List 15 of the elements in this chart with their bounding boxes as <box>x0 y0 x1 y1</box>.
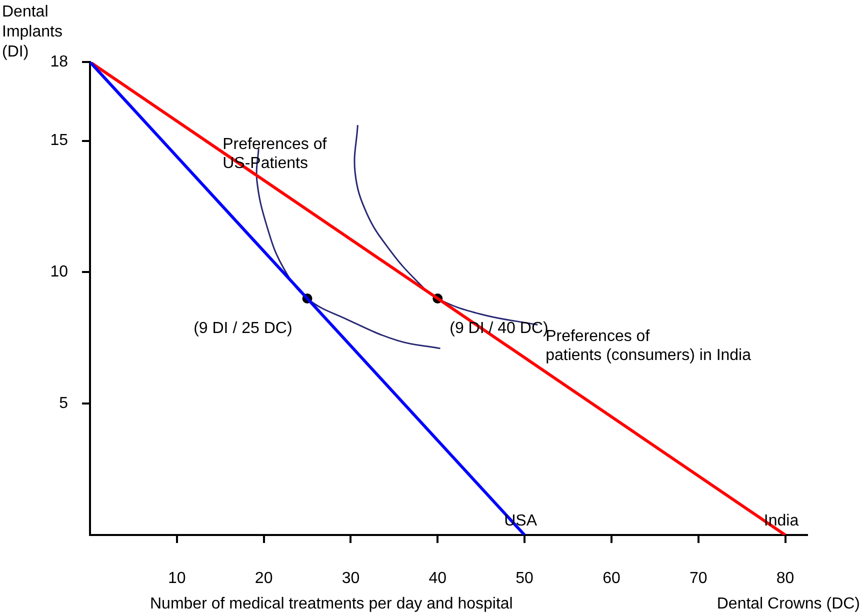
y-tick-label: 10 <box>50 264 68 281</box>
x-tick-label: 30 <box>342 570 360 588</box>
y-tick-label: 5 <box>59 395 68 412</box>
text: Number of medical treatments per day and hospital <box>150 595 513 612</box>
x-tick-label: 60 <box>602 570 620 588</box>
x-tick-label: 20 <box>254 570 273 588</box>
x-tick-label: 50 <box>516 570 534 588</box>
x-tick-label: 70 <box>689 570 708 588</box>
y-tick-label: 15 <box>50 132 68 150</box>
x-tick-label: 80 <box>776 570 794 588</box>
annotation: (9 DI / 25 DC) <box>194 320 292 337</box>
x-tick-label: 40 <box>428 570 447 588</box>
x-tick-label: 10 <box>168 570 186 588</box>
series-label: India <box>764 512 799 530</box>
x-axis-title: Dental Crowns (DC) <box>716 595 860 612</box>
